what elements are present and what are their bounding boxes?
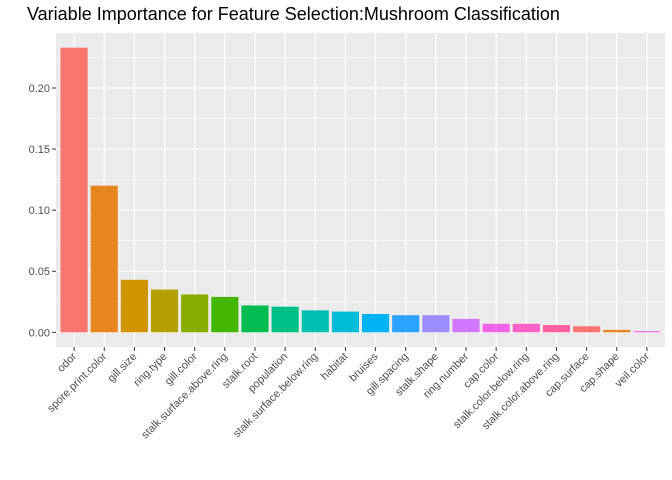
bar-stalk-color-below-ring [512, 323, 540, 333]
y-tick-label: 0.10 [29, 205, 50, 217]
chart-title: Variable Importance for Feature Selectio… [27, 4, 560, 24]
bar-odor [60, 47, 88, 333]
bar-population [271, 306, 299, 333]
bar-cap-surface [573, 326, 601, 333]
bar-spore-print-color [90, 185, 118, 333]
bar-stalk-surface-above-ring [211, 296, 239, 333]
x-tick-label: ring.type [131, 351, 169, 389]
bar-stalk-root [241, 305, 269, 333]
bar-stalk-surface-below-ring [301, 310, 329, 333]
bar-gill-spacing [392, 315, 420, 333]
y-tick-label: 0.15 [29, 144, 50, 156]
x-tick-label: odor [55, 350, 79, 374]
bar-habitat [331, 311, 359, 333]
y-tick-label: 0.20 [29, 83, 50, 95]
x-tick-label: habitat [319, 351, 351, 383]
y-tick-label: 0.00 [29, 327, 50, 339]
bar-ring-type [150, 289, 179, 333]
bar-veil-color [633, 331, 661, 333]
minor-grid [56, 57, 665, 303]
bar-ring-number [452, 318, 480, 333]
bar-gill-size [120, 279, 148, 333]
bars [60, 47, 661, 333]
bar-stalk-shape [422, 315, 450, 333]
x-axis: odorspore.print.colorgill.sizering.typeg… [45, 347, 652, 441]
y-axis: 0.00 0.05 0.10 0.15 0.20 [29, 83, 56, 339]
bar-gill-color [181, 294, 209, 333]
bar-cap-color [482, 323, 510, 333]
bar-cap-shape [603, 329, 631, 333]
bar-stalk-color-above-ring [542, 325, 571, 333]
bar-bruises [362, 314, 390, 333]
y-tick-label: 0.05 [29, 266, 50, 278]
